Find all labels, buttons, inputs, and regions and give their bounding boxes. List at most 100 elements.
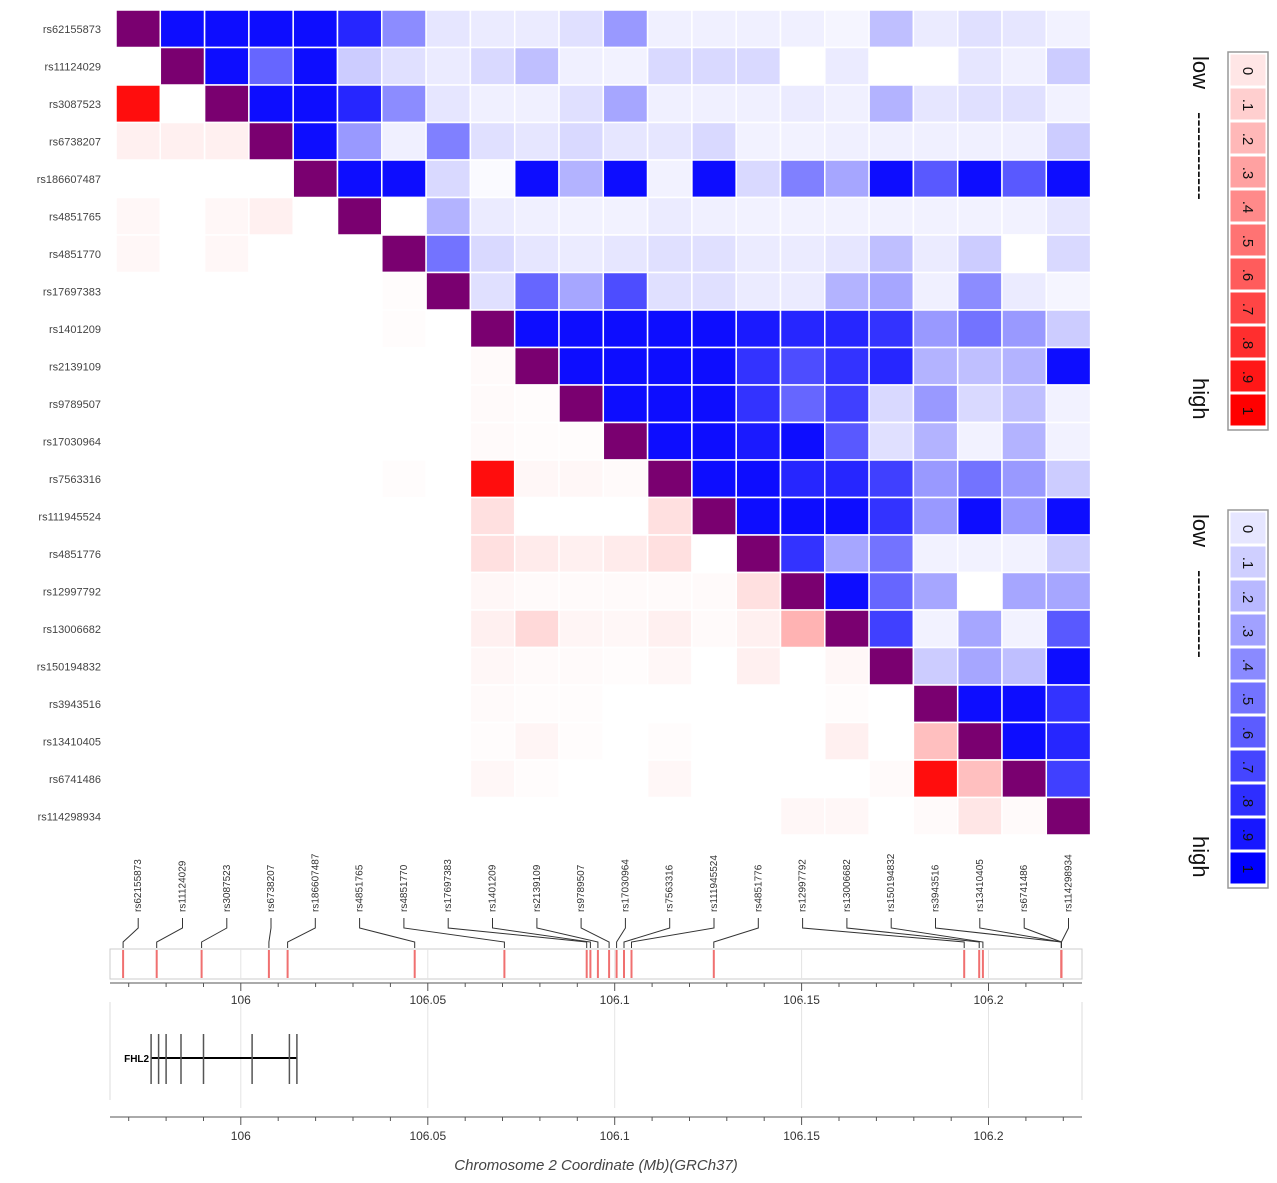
ld-cell-blue <box>735 46 782 86</box>
ld-cell-red <box>469 759 516 799</box>
ld-cell-blue <box>646 84 693 124</box>
ld-cell-blue <box>646 346 693 386</box>
snp-connector-line <box>616 918 626 948</box>
ld-cell-red <box>469 534 516 574</box>
ld-cell-blue <box>779 309 826 349</box>
ld-cell-blue <box>381 84 427 124</box>
ld-cell-red <box>824 646 870 686</box>
ld-cell-red <box>646 534 693 574</box>
legend-swatch <box>1229 121 1267 155</box>
ld-cell-red <box>203 234 250 274</box>
ld-cell-red <box>824 684 870 724</box>
ld-cell-blue <box>248 9 294 49</box>
ld-cell-blue <box>602 121 649 161</box>
ld-cell-red <box>602 646 649 686</box>
ld-cell-blue <box>1001 496 1048 536</box>
ld-cell-blue <box>868 459 915 499</box>
snp-column-label: rs3943516 <box>931 864 942 912</box>
ld-cell-blue <box>1045 159 1092 199</box>
ld-cell-blue <box>956 496 1003 536</box>
snp-row-label: rs9789507 <box>49 399 101 411</box>
ld-cell-blue <box>912 9 959 49</box>
snp-connector-line <box>403 918 505 948</box>
ld-cell-blue <box>691 121 737 161</box>
snp-column-label: rs11124029 <box>178 860 189 912</box>
ld-cell-blue <box>602 384 649 424</box>
snp-column-label: rs17697383 <box>443 859 454 912</box>
ld-cell-blue <box>1045 496 1092 536</box>
ld-cell-blue <box>735 459 782 499</box>
ld-cell-blue <box>956 159 1003 199</box>
ld-cell-blue <box>779 234 826 274</box>
ld-cell-red <box>115 196 162 236</box>
snp-column-label: rs6738207 <box>266 864 277 912</box>
ld-cell-red <box>558 421 605 461</box>
snp-row-label: rs114298934 <box>38 811 101 823</box>
ld-cell-blue <box>868 346 915 386</box>
snp-row-label: rs13410405 <box>43 736 101 748</box>
ld-cell-red <box>513 459 560 499</box>
legend-value-label: .6 <box>1239 269 1256 282</box>
ld-cell-blue <box>1001 159 1048 199</box>
ld-cell-blue <box>469 84 516 124</box>
ld-cell-blue <box>469 121 516 161</box>
legend-value-label: .8 <box>1239 795 1256 808</box>
ld-cell-red <box>159 121 206 161</box>
ld-cell-blue <box>558 46 605 86</box>
ld-cell-red <box>779 796 826 836</box>
snp-column-label: rs1401209 <box>488 864 499 912</box>
legend-value-label: .5 <box>1239 693 1256 706</box>
ld-cell-blue <box>381 196 427 236</box>
ld-cell-blue <box>912 646 959 686</box>
ld-cell-blue <box>735 271 782 311</box>
ld-cell-blue <box>425 159 472 199</box>
ld-cell-red <box>513 646 560 686</box>
ld-cell-blue <box>425 121 472 161</box>
bottom-axis-tick-label: 106.15 <box>783 1129 820 1143</box>
ld-cell-diagonal <box>956 721 1003 761</box>
ld-cell-blue <box>1045 421 1092 461</box>
legend-value-label: 1 <box>1239 407 1256 415</box>
ld-cell-blue <box>868 234 915 274</box>
ld-cell-blue <box>824 571 870 611</box>
ld-cell-blue <box>203 9 250 49</box>
ld-cell-red <box>513 571 560 611</box>
ld-cell-blue <box>602 159 649 199</box>
legend-high-label: high <box>1188 836 1213 878</box>
ld-cell-red <box>469 421 516 461</box>
legend-value-label: .3 <box>1239 625 1256 638</box>
ld-cell-blue <box>425 46 472 86</box>
ld-cell-blue <box>824 346 870 386</box>
legend-value-label: 1 <box>1239 865 1256 873</box>
ld-cell-red <box>912 721 959 761</box>
snp-column-label: rs7563316 <box>665 864 676 912</box>
ld-cell-red <box>912 759 959 799</box>
ld-cell-blue <box>1045 646 1092 686</box>
ld-cell-blue <box>513 234 560 274</box>
ld-cell-blue <box>469 9 516 49</box>
ld-cell-blue <box>868 121 915 161</box>
ld-cell-blue <box>912 84 959 124</box>
ld-cell-blue <box>513 84 560 124</box>
ld-cell-red <box>513 384 560 424</box>
legend-value-label: .1 <box>1239 557 1256 570</box>
ld-cell-blue <box>868 609 915 649</box>
ld-cell-blue <box>779 384 826 424</box>
snp-column-label: rs13006682 <box>842 859 853 912</box>
ld-cell-blue <box>248 46 294 86</box>
ld-cell-blue <box>1045 234 1092 274</box>
upper-axis-tick-label: 106 <box>231 993 251 1007</box>
ld-cell-diagonal <box>115 9 162 49</box>
legend-swatch <box>1229 749 1267 783</box>
ld-cell-diagonal <box>292 159 339 199</box>
legend-dash-line: ------------ <box>1188 570 1213 658</box>
ld-cell-diagonal <box>1001 759 1048 799</box>
ld-cell-blue <box>868 571 915 611</box>
ld-cell-red <box>469 684 516 724</box>
legend-low-label: low <box>1188 514 1213 547</box>
ld-cell-red <box>469 459 516 499</box>
ld-cell-blue <box>956 646 1003 686</box>
ld-cell-blue <box>912 196 959 236</box>
ld-cell-blue <box>336 9 383 49</box>
ld-cell-red <box>735 646 782 686</box>
